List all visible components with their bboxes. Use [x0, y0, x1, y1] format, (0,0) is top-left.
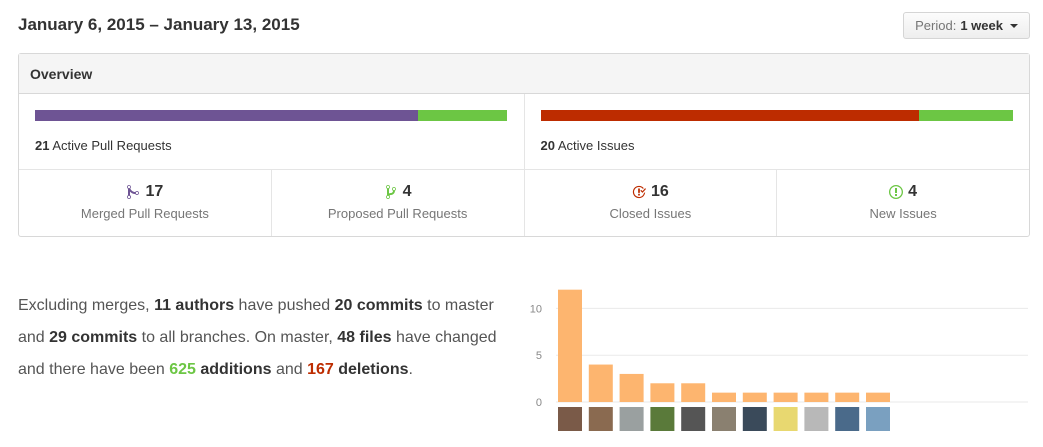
proposed-pull-requests-stat[interactable]: 4 Proposed Pull Requests — [270, 170, 524, 236]
pull-requests-open-segment — [417, 110, 508, 121]
period-value: 1 week — [960, 18, 1003, 33]
period-select-button[interactable]: Period: 1 week — [903, 12, 1030, 39]
additions-count: 625 — [169, 361, 196, 378]
y-tick-label: 10 — [530, 303, 542, 315]
pull-requests-merged-segment — [35, 110, 418, 121]
merged-pull-requests-label: Merged Pull Requests — [80, 206, 209, 221]
author-avatar[interactable] — [804, 407, 829, 431]
bar[interactable] — [742, 392, 767, 402]
active-issues-count: 20 — [540, 138, 555, 153]
author-avatar[interactable] — [681, 407, 706, 431]
master-commits-count: 20 commits — [334, 297, 423, 314]
new-issues-stat[interactable]: 4 New Issues — [776, 170, 1029, 236]
proposed-pull-requests-count: 4 — [402, 183, 412, 200]
author-avatar[interactable] — [773, 407, 798, 431]
author-avatar[interactable] — [650, 407, 675, 431]
author-avatar[interactable] — [558, 407, 582, 431]
closed-issues-count: 16 — [650, 183, 669, 200]
bar[interactable] — [619, 373, 644, 402]
bar[interactable] — [773, 392, 798, 402]
summary-text-1: Excluding merges, — [18, 297, 155, 314]
merged-pull-requests-count: 17 — [145, 183, 164, 200]
summary-text-4: to all branches. On master, — [137, 329, 338, 346]
author-avatar[interactable] — [866, 407, 890, 431]
bar[interactable] — [712, 392, 736, 402]
summary-text-6: and — [271, 361, 308, 378]
issues-closed-segment — [540, 110, 919, 121]
y-tick-label: 0 — [536, 397, 542, 409]
active-issues-label: Active Issues — [557, 138, 635, 153]
deletions-word: deletions — [338, 361, 409, 378]
active-issues-section[interactable]: 20 Active Issues — [523, 94, 1030, 169]
author-avatar[interactable] — [588, 407, 613, 431]
summary-text-5: have changed and there have been — [18, 329, 497, 378]
summary-text-7: . — [408, 361, 413, 378]
files-changed-count: 48 files — [337, 329, 392, 346]
issue-closed-icon — [632, 185, 646, 199]
new-issues-label: New Issues — [869, 206, 937, 221]
proposed-pull-requests-label: Proposed Pull Requests — [327, 206, 468, 221]
summary-text-2: have pushed — [234, 297, 335, 314]
y-tick-label: 5 — [536, 350, 542, 362]
author-avatar[interactable] — [619, 407, 644, 431]
author-avatar[interactable] — [712, 407, 736, 431]
bar[interactable] — [681, 383, 706, 402]
date-range-title: January 6, 2015 – January 13, 2015 — [18, 15, 300, 34]
summary-text-3: to master and — [18, 297, 494, 346]
active-pull-requests-label: Active Pull Requests — [52, 138, 172, 153]
pull-request-icon — [385, 185, 396, 199]
overview-panel: Overview 21 Active Pull Requests 20 Acti… — [18, 53, 1030, 237]
all-branch-commits-count: 29 commits — [49, 329, 138, 346]
caret-down-icon — [1010, 23, 1018, 28]
pull-requests-bar — [35, 110, 508, 121]
active-pull-requests-section[interactable]: 21 Active Pull Requests — [19, 94, 524, 169]
closed-issues-label: Closed Issues — [609, 206, 692, 221]
bar[interactable] — [835, 392, 860, 402]
issues-new-segment — [918, 110, 1013, 121]
deletions-count: 167 — [307, 361, 334, 378]
new-issues-count: 4 — [908, 183, 918, 200]
merge-icon — [127, 184, 140, 199]
overview-title: Overview — [19, 54, 1029, 94]
authors-count: 11 authors — [154, 297, 235, 314]
active-pull-requests-count: 21 — [35, 138, 50, 153]
bar[interactable] — [558, 289, 582, 402]
bar[interactable] — [650, 383, 675, 402]
additions-word: additions — [195, 361, 272, 378]
period-label: Period: — [915, 18, 957, 33]
merged-pull-requests-stat[interactable]: 17 Merged Pull Requests — [19, 170, 271, 236]
issues-bar — [540, 110, 1013, 121]
bar[interactable] — [866, 392, 890, 402]
author-avatar[interactable] — [742, 407, 767, 431]
commit-summary: Excluding merges, 11 authors have pushed… — [18, 290, 498, 386]
bar[interactable] — [804, 392, 829, 402]
commits-per-author-chart: 0 5 10 — [530, 289, 1028, 431]
closed-issues-stat[interactable]: 16 Closed Issues — [523, 170, 777, 236]
issue-opened-icon — [889, 185, 904, 199]
author-avatar[interactable] — [835, 407, 860, 431]
bar[interactable] — [588, 364, 613, 402]
